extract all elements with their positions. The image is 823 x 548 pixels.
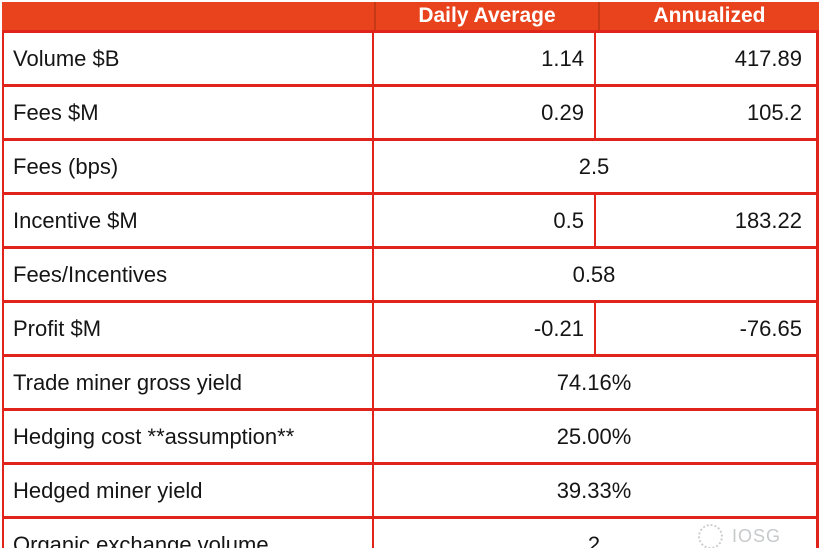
iosg-watermark-text: IOSG <box>732 526 782 546</box>
table-row: Trade miner gross yield 74.16% <box>2 354 819 408</box>
row-label: Fees/Incentives <box>13 261 168 287</box>
merged-value-cell: 74.16% <box>372 357 814 408</box>
header-annualized: Annualized <box>598 2 819 30</box>
daily-average-cell: -0.21 <box>372 303 594 354</box>
row-label: Trade miner gross yield <box>13 369 243 395</box>
table-row: Fees (bps) 2.5 <box>2 138 819 192</box>
row-label: Hedging cost **assumption** <box>13 423 295 449</box>
table-row: Profit $M -0.21 -76.65 <box>2 300 819 354</box>
merged-value-cell: 39.33% <box>372 465 814 516</box>
iosg-logo-icon <box>698 524 723 548</box>
table-row: Organic exchange volume 2 <box>2 516 819 548</box>
table-row: Hedging cost **assumption** 25.00% <box>2 408 819 462</box>
row-label: Organic exchange volume <box>13 531 269 548</box>
annualized-cell: 417.89 <box>594 33 812 84</box>
table-header-row: Daily Average Annualized <box>2 2 819 30</box>
merged-value-cell: 0.58 <box>372 249 814 300</box>
table-row: Fees/Incentives 0.58 <box>2 246 819 300</box>
merged-value-cell: 2.5 <box>372 141 814 192</box>
table-row: Fees $M 0.29 105.2 <box>2 84 819 138</box>
row-label: Fees (bps) <box>13 153 119 179</box>
daily-average-cell: 0.29 <box>372 87 594 138</box>
header-daily-average: Daily Average <box>374 2 598 30</box>
row-label: Hedged miner yield <box>13 477 203 503</box>
table-body: Volume $B 1.14 417.89 Fees $M 0.29 105.2 Fees … <box>2 30 819 548</box>
table-row: Volume $B 1.14 417.89 <box>2 30 819 84</box>
header-empty-cell <box>2 2 374 30</box>
table-row: Incentive $M 0.5 183.22 <box>2 192 819 246</box>
merged-value-cell: 2 <box>372 519 814 548</box>
annualized-cell: 183.22 <box>594 195 812 246</box>
daily-average-cell: 0.5 <box>372 195 594 246</box>
merged-value-cell: 25.00% <box>372 411 814 462</box>
annualized-cell: -76.65 <box>594 303 812 354</box>
daily-average-cell: 1.14 <box>372 33 594 84</box>
table-row: Hedged miner yield 39.33% <box>2 462 819 516</box>
row-label: Incentive $M <box>13 207 138 233</box>
annualized-cell: 105.2 <box>594 87 812 138</box>
iosg-watermark: IOSG <box>698 524 781 548</box>
row-label: Profit $M <box>13 315 102 341</box>
row-label: Fees $M <box>13 99 99 125</box>
row-label: Volume $B <box>13 45 120 71</box>
